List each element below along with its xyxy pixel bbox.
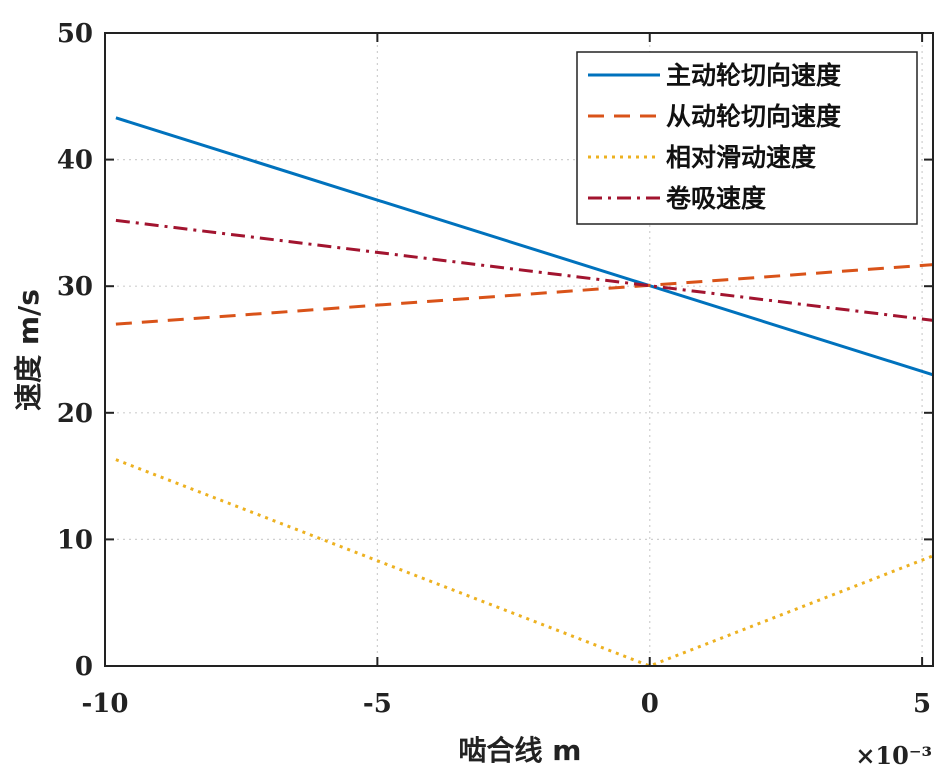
legend-label: 相对滑动速度 bbox=[666, 143, 816, 172]
x-axis-label: 啮合线 m bbox=[459, 734, 582, 767]
series-line-4 bbox=[115, 218, 934, 322]
y-tick-label: 50 bbox=[57, 19, 93, 49]
series-line-2 bbox=[115, 263, 934, 326]
series-line-3 bbox=[115, 458, 934, 668]
plot-frame bbox=[104, 32, 934, 667]
x-tick-label: 0 bbox=[641, 689, 659, 719]
series-line-1 bbox=[115, 116, 934, 377]
y-tick-label: 20 bbox=[57, 399, 93, 429]
legend-label: 卷吸速度 bbox=[666, 184, 766, 213]
legend-label: 从动轮切向速度 bbox=[666, 102, 841, 131]
x-tick-label: -10 bbox=[82, 689, 129, 719]
y-tick-label: 30 bbox=[57, 272, 93, 302]
series-layer bbox=[115, 116, 934, 668]
axis-ticks bbox=[104, 32, 933, 667]
x-tick-label: 5 bbox=[913, 689, 931, 719]
y-axis-label: 速度 m/s bbox=[12, 289, 45, 411]
legend-label: 主动轮切向速度 bbox=[666, 61, 841, 90]
legend-box bbox=[576, 51, 918, 225]
y-tick-label: 10 bbox=[57, 525, 93, 555]
y-tick-label: 40 bbox=[57, 146, 93, 176]
y-tick-label: 0 bbox=[75, 652, 93, 682]
x-tick-label: -5 bbox=[363, 689, 392, 719]
x-axis-exponent: ×10⁻³ bbox=[855, 741, 932, 770]
